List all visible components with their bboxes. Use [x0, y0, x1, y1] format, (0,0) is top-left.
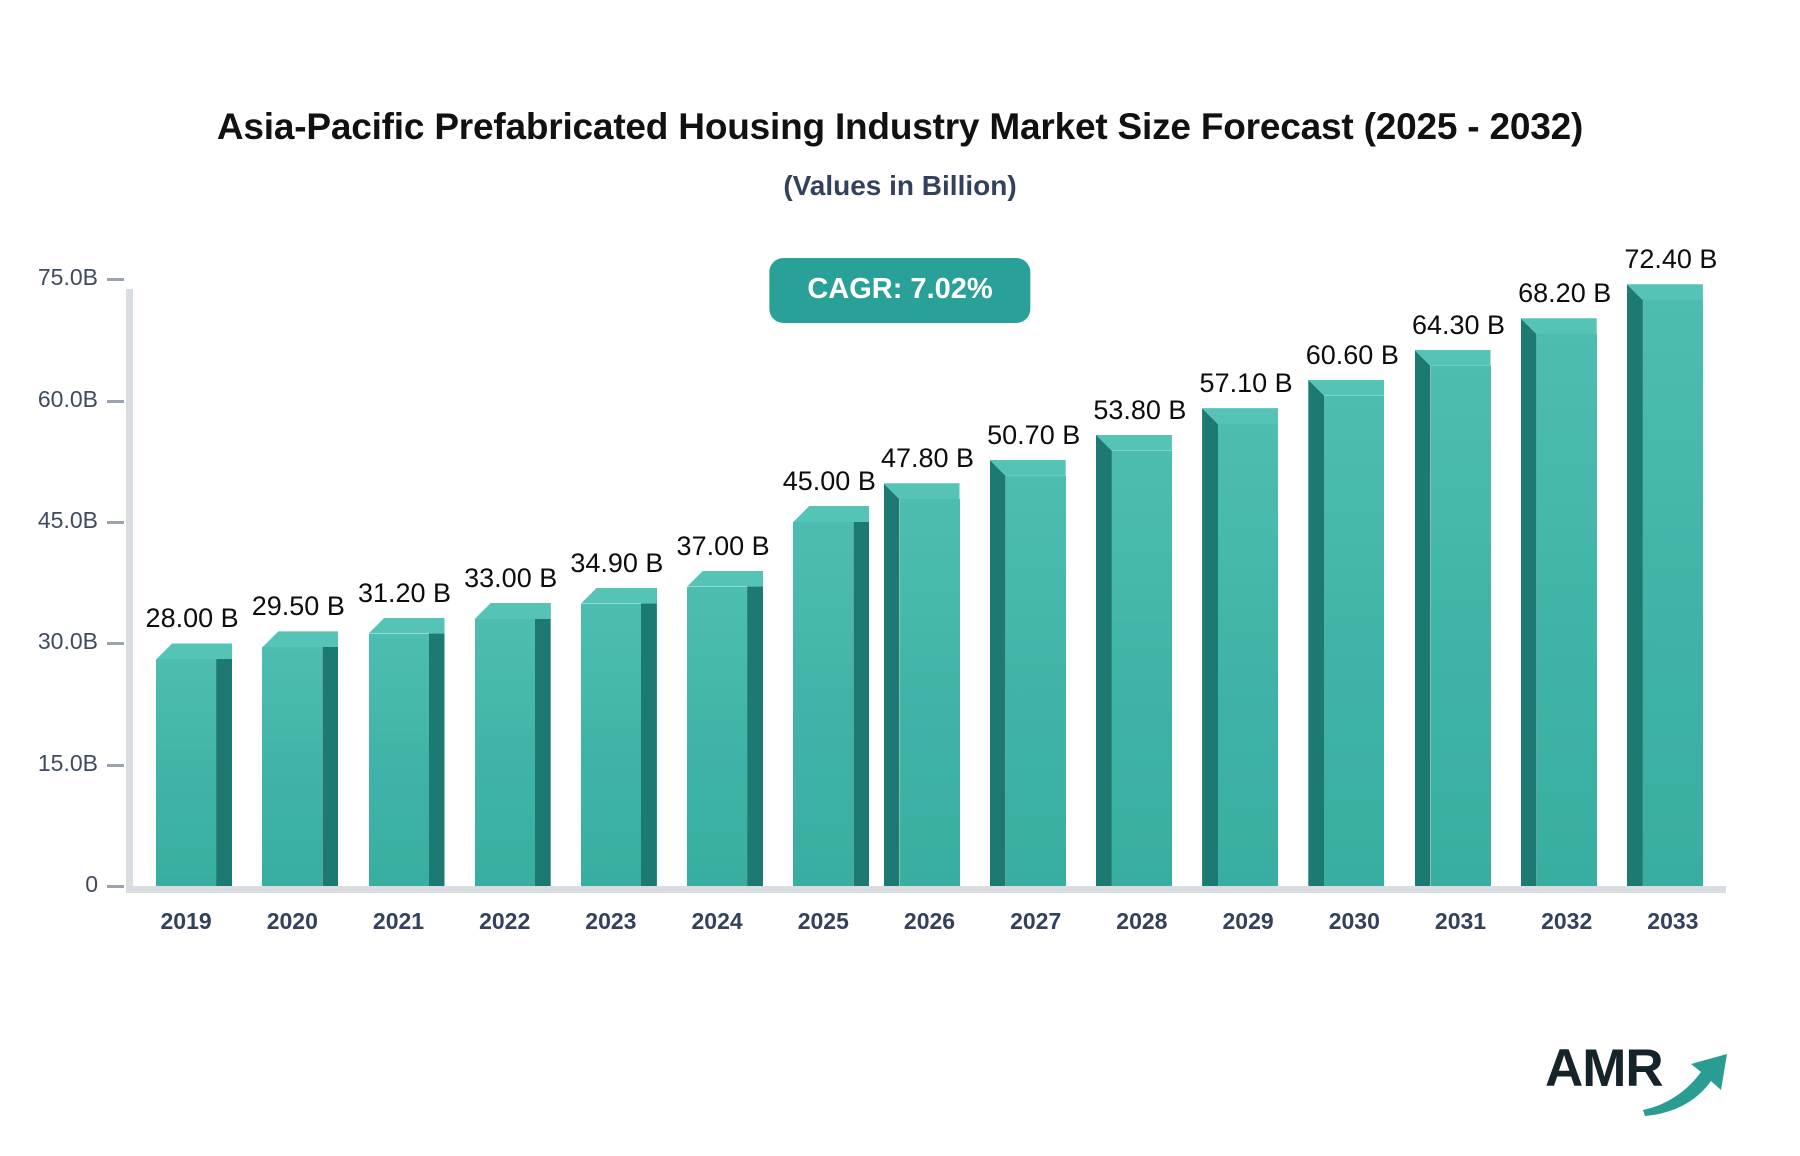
x-axis-tick-label: 2028 [1116, 908, 1168, 934]
bar-front-face[interactable] [474, 619, 535, 886]
x-axis-tick-label: 2032 [1541, 908, 1593, 934]
x-axis-tick-label: 2025 [797, 908, 849, 934]
bar-front-face[interactable] [1111, 450, 1172, 886]
y-axis-tick-label: 45.0B [37, 506, 98, 533]
bar-front-face[interactable] [156, 659, 217, 886]
x-axis-tick-label: 2023 [585, 908, 637, 934]
bar-value-label: 68.20 B [1518, 278, 1612, 309]
x-axis-line [126, 886, 1726, 893]
bar-side-face [1202, 408, 1219, 886]
y-axis-tick-label: 30.0B [37, 628, 98, 655]
y-axis-tick-label: 75.0B [37, 264, 98, 291]
bar-side-face [1095, 434, 1112, 886]
bar-value-label: 31.20 B [357, 577, 452, 608]
bar-side-face [428, 617, 445, 886]
x-axis-tick-label: 2024 [691, 908, 743, 934]
bar-side-face [216, 643, 233, 886]
bar-front-face[interactable] [262, 647, 323, 886]
x-axis-tick-label: 2022 [479, 908, 531, 934]
y-axis-tick-mark [107, 763, 124, 767]
bar-value-label: 33.00 B [464, 563, 558, 594]
bar-front-face[interactable] [1324, 395, 1385, 886]
y-axis-tick-mark [107, 278, 124, 282]
bar-value-label: 45.00 B [782, 465, 876, 496]
y-axis-line [126, 289, 133, 893]
bar-value-label: 53.80 B [1093, 394, 1187, 425]
x-axis-tick-label: 2027 [1010, 908, 1062, 934]
bar-front-face[interactable] [1536, 334, 1597, 886]
bar-front-face[interactable] [1642, 300, 1703, 886]
y-axis-tick-mark [107, 642, 124, 646]
bar-value-label: 47.80 B [880, 443, 975, 474]
bar-side-face [322, 631, 339, 886]
cagr-badge: CAGR: 7.02% [769, 258, 1031, 323]
bar-value-label: 72.40 B [1624, 244, 1718, 275]
x-axis-tick-label: 2030 [1328, 908, 1380, 934]
y-axis-tick-mark [107, 399, 124, 403]
bar-side-face [640, 587, 657, 886]
bar-value-label: 34.90 B [570, 547, 664, 578]
bar-side-face [534, 603, 551, 886]
page-title: Asia-Pacific Prefabricated Housing Indus… [216, 106, 1584, 147]
y-axis-tick-label: 15.0B [37, 749, 98, 776]
bar-side-face [853, 505, 870, 886]
x-axis-tick-label: 2026 [903, 908, 956, 934]
y-axis-tick-mark [107, 885, 124, 888]
bar-front-face[interactable] [1218, 424, 1279, 886]
bar-side-face [883, 483, 900, 886]
bar-value-label: 64.30 B [1411, 309, 1506, 340]
x-axis-tick-label: 2031 [1434, 908, 1487, 934]
bar-side-face [1414, 349, 1431, 886]
y-axis-tick-label: 0 [85, 871, 98, 897]
x-axis-tick-label: 2029 [1222, 908, 1274, 934]
bar-front-face[interactable] [687, 586, 748, 886]
x-axis-tick-label: 2019 [160, 908, 212, 934]
x-axis-tick-label: 2021 [372, 908, 425, 934]
bar-side-face [1520, 318, 1537, 886]
bar-value-label: 37.00 B [676, 530, 770, 561]
bar-front-face[interactable] [368, 633, 429, 886]
bar-value-label: 50.70 B [987, 419, 1081, 450]
y-axis-tick-label: 60.0B [37, 385, 98, 412]
bar-side-face [989, 459, 1006, 886]
growth-arrow-icon [1641, 1048, 1733, 1123]
amr-logo: AMR [1545, 1040, 1735, 1120]
amr-logo-text: AMR [1545, 1039, 1664, 1098]
bar-front-face[interactable] [580, 603, 641, 886]
bar-value-label: 60.60 B [1305, 339, 1399, 370]
y-axis-tick-mark [107, 520, 124, 524]
bar-value-label: 29.50 B [251, 591, 345, 622]
bar-front-face[interactable] [1430, 365, 1491, 886]
bar-side-face [1626, 284, 1643, 886]
bar-front-face[interactable] [1005, 475, 1066, 886]
bar-side-face [747, 570, 764, 886]
bar-front-face[interactable] [793, 521, 854, 886]
chart-subtitle: (Values in Billion) [783, 170, 1017, 201]
bar-front-face[interactable] [899, 499, 960, 886]
x-axis-tick-label: 2020 [266, 908, 318, 934]
bar-top-face [793, 505, 870, 522]
x-axis-tick-label: 2033 [1647, 908, 1699, 934]
bar-top-face [156, 643, 233, 660]
bar-value-label: 28.00 B [145, 603, 239, 634]
bar-side-face [1308, 379, 1325, 886]
bar-value-label: 57.10 B [1199, 368, 1293, 399]
